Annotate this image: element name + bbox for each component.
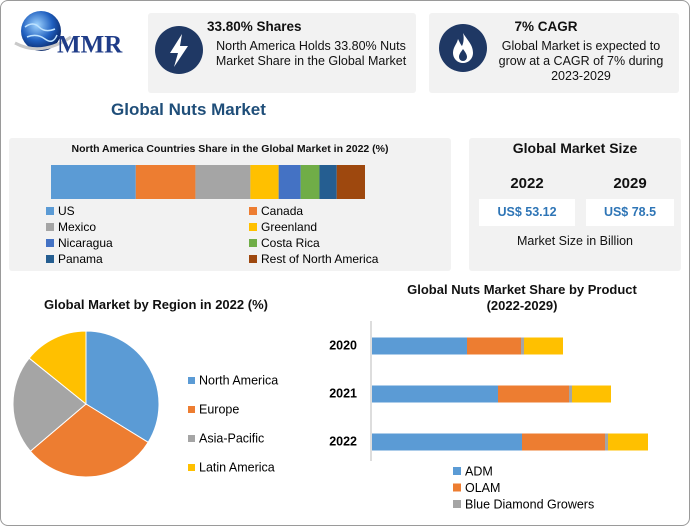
bar-segment xyxy=(372,385,498,403)
legend-swatch xyxy=(46,207,54,215)
legend-label: Mexico xyxy=(58,220,96,234)
legend-label: Asia-Pacific xyxy=(199,431,264,445)
bar-segment xyxy=(569,385,572,403)
bar-segment xyxy=(300,165,320,199)
legend-label: US xyxy=(58,204,75,218)
logo-text: MMR xyxy=(57,32,123,59)
legend-label: Costa Rica xyxy=(261,236,320,250)
category-label: 2022 xyxy=(329,434,357,448)
bar-segment xyxy=(372,433,522,451)
chart: North America Europe Asia-Pacific Latin Ame… xyxy=(12,330,278,478)
year-label: 2029 xyxy=(613,175,647,192)
legend-label: OLAM xyxy=(465,481,500,495)
market-size-note: Market Size in Billion xyxy=(516,234,633,248)
legend-swatch xyxy=(46,223,54,231)
market-value: US$ 53.12 xyxy=(497,205,557,219)
bar-segment xyxy=(278,165,301,199)
legend-label: Blue Diamond Growers xyxy=(465,497,594,511)
bar-segment xyxy=(195,165,251,199)
value-box xyxy=(479,199,575,226)
legend-swatch xyxy=(188,406,195,413)
legend-swatch xyxy=(249,239,257,247)
bar-segment xyxy=(250,165,279,199)
pie-slice xyxy=(28,330,87,406)
bar-segment xyxy=(319,165,337,199)
pie-slice xyxy=(29,403,149,478)
bar-segment xyxy=(605,433,608,451)
legend-label: Panama xyxy=(58,252,103,266)
legend-swatch xyxy=(249,223,257,231)
chart-panel xyxy=(9,138,451,271)
legend-swatch xyxy=(188,464,195,471)
icon-flame-core xyxy=(459,49,467,61)
legend-label: Nicaragua xyxy=(58,236,113,250)
card-icon xyxy=(155,26,203,74)
value-box xyxy=(586,199,674,226)
chart: US Canada Mexico Greenland Nicaragua Costa Ri… xyxy=(46,165,379,266)
card-heading: 33.80% Shares xyxy=(207,19,302,34)
legend-swatch xyxy=(188,377,195,384)
legend-swatch xyxy=(249,207,257,215)
bar-segment xyxy=(336,165,365,199)
chart-title: Global Nuts Market Share by Product (202… xyxy=(407,282,637,313)
card-text: Global Market is expected to grow at a C… xyxy=(498,39,664,83)
legend-swatch xyxy=(453,483,461,492)
bar-segment xyxy=(51,165,136,199)
legend-swatch xyxy=(249,255,257,263)
legend-label: North America xyxy=(199,373,278,387)
market-size-title: Global Market Size xyxy=(512,140,638,156)
chart-title: Global Market by Region in 2022 (%) xyxy=(44,297,268,312)
logo-swoosh xyxy=(14,35,72,51)
bar-segment xyxy=(522,433,605,451)
legend-label: Greenland xyxy=(261,220,317,234)
logo-globe-lines xyxy=(24,23,58,42)
card-text: North America Holds 33.80% Nuts Market S… xyxy=(215,39,407,68)
category-label: 2020 xyxy=(329,338,357,352)
bar-segment xyxy=(572,385,611,403)
bar-segment xyxy=(521,337,524,355)
bar-segment xyxy=(498,385,569,403)
bar-segment xyxy=(608,433,648,451)
legend-swatch xyxy=(46,239,54,247)
card-icon xyxy=(439,24,487,72)
pie-slice xyxy=(85,330,160,444)
chart: 2020 2021 2022 ADM OLAM Blue Diamond Growers xyxy=(329,321,648,511)
main-title: Global Nuts Market xyxy=(111,100,266,119)
icon-flame xyxy=(453,33,473,63)
year-label: 2022 xyxy=(510,175,544,192)
pie-slice xyxy=(12,357,87,452)
legend-swatch xyxy=(453,467,461,475)
legend-swatch xyxy=(46,255,54,263)
category-label: 2021 xyxy=(329,386,357,400)
legend-swatch xyxy=(188,435,195,442)
logo: MMR xyxy=(14,11,123,59)
legend-label: Europe xyxy=(199,402,239,416)
legend-label: Rest of North America xyxy=(261,252,379,266)
legend-swatch xyxy=(453,500,461,508)
chart-title: North America Countries Share in the Glo… xyxy=(71,143,389,155)
bar-segment xyxy=(524,337,563,355)
legend-label: ADM xyxy=(465,464,493,478)
market-value: US$ 78.5 xyxy=(603,205,657,219)
card-heading: 7% CAGR xyxy=(514,19,578,34)
legend-label: Latin America xyxy=(199,460,275,474)
legend-label: Canada xyxy=(261,204,303,218)
bar-segment xyxy=(467,337,521,355)
icon-bolt xyxy=(170,34,188,67)
bar-segment xyxy=(135,165,196,199)
bar-segment xyxy=(372,337,467,355)
